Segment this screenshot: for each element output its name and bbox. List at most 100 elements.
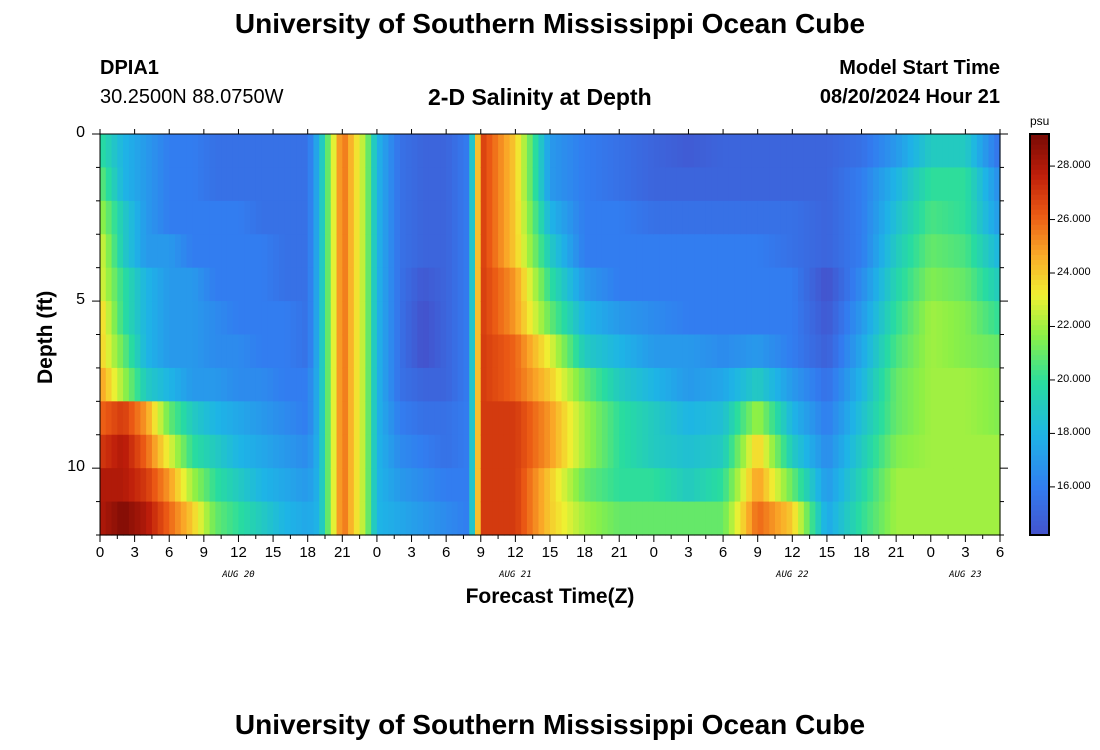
heatmap-cell: [913, 167, 920, 202]
heatmap-cell: [901, 367, 909, 402]
heatmap-cell: [826, 367, 834, 402]
heatmap-cell: [428, 367, 436, 402]
heatmap-cell: [365, 234, 372, 269]
heatmap-cell: [573, 134, 580, 169]
heatmap-cell: [953, 334, 961, 369]
heatmap-cell: [671, 200, 678, 235]
heatmap-cell: [169, 468, 176, 503]
heatmap-cell: [832, 301, 840, 336]
heatmap-cell: [498, 200, 505, 235]
heatmap-cell: [105, 401, 113, 436]
heatmap-cell: [671, 401, 678, 436]
heatmap-cell: [884, 167, 891, 202]
heatmap-cell: [186, 301, 193, 336]
heatmap-cell: [590, 167, 597, 202]
heatmap-cell: [648, 234, 655, 269]
heatmap-cell: [394, 367, 401, 402]
colorbar-segment: [1030, 184, 1049, 190]
heatmap-cell: [728, 267, 736, 302]
heatmap-cell: [769, 367, 776, 402]
heatmap-cell: [775, 334, 782, 369]
colorbar-segment: [1030, 339, 1049, 346]
heatmap-cell: [780, 334, 788, 369]
heatmap-cell: [151, 167, 159, 202]
colorbar-segment: [1030, 484, 1049, 491]
heatmap-cell: [376, 267, 384, 302]
heatmap-cell: [573, 167, 580, 202]
heatmap-cell: [492, 134, 499, 169]
heatmap-cell: [746, 367, 753, 402]
heatmap-cell: [463, 468, 470, 503]
heatmap-cell: [630, 301, 638, 336]
heatmap-cell: [567, 134, 574, 169]
heatmap-cell: [711, 367, 718, 402]
heatmap-cell: [930, 267, 938, 302]
heatmap-cell: [578, 301, 586, 336]
heatmap-cell: [359, 334, 366, 369]
heatmap-cell: [907, 301, 915, 336]
heatmap-cell: [780, 167, 788, 202]
heatmap-cell: [821, 134, 828, 169]
heatmap-cell: [786, 167, 793, 202]
heatmap-cell: [948, 167, 955, 202]
heatmap-cell: [717, 200, 724, 235]
heatmap-cell: [775, 301, 782, 336]
heatmap-cell: [544, 301, 551, 336]
heatmap-cell: [832, 134, 840, 169]
heatmap-cell: [446, 200, 453, 235]
colorbar-segment: [1030, 499, 1049, 506]
heatmap-cell: [578, 334, 586, 369]
heatmap-cell: [475, 234, 482, 269]
heatmap-cell: [659, 367, 666, 402]
heatmap-cell: [515, 367, 522, 402]
heatmap-cell: [394, 434, 401, 469]
heatmap-cell: [463, 434, 470, 469]
heatmap-cell: [261, 434, 268, 469]
heatmap-cell: [786, 468, 793, 503]
heatmap-cell: [515, 167, 522, 202]
colorbar-frame: [1029, 133, 1050, 536]
heatmap-cell: [763, 267, 770, 302]
heatmap-cell: [428, 134, 436, 169]
heatmap-cell: [907, 434, 915, 469]
x-tick-label: 21: [887, 544, 905, 561]
heatmap-cell: [394, 167, 401, 202]
heatmap-cell: [717, 334, 724, 369]
heatmap-cell: [532, 334, 540, 369]
heatmap-cell: [400, 334, 407, 369]
heatmap-cell: [861, 334, 868, 369]
heatmap-cell: [128, 367, 136, 402]
heatmap-cell: [792, 234, 799, 269]
heatmap-cell: [376, 401, 384, 436]
colorbar-segment: [1030, 169, 1049, 175]
heatmap-cell: [907, 267, 915, 302]
colorbar-segment: [1030, 154, 1049, 160]
heatmap-cell: [953, 234, 961, 269]
heatmap-cell: [365, 334, 372, 369]
heatmap-cell: [988, 501, 995, 536]
heatmap-cell: [723, 434, 730, 469]
heatmap-cell: [648, 134, 655, 169]
heatmap-cell: [175, 167, 182, 202]
heatmap-cell: [907, 200, 915, 235]
colorbar-tick-label: 20.000: [1057, 372, 1091, 385]
heatmap-cell: [330, 267, 338, 302]
heatmap-cell: [913, 501, 920, 536]
heatmap-cell: [844, 200, 851, 235]
heatmap-cell: [601, 134, 609, 169]
heatmap-cell: [982, 234, 990, 269]
heatmap-cell: [515, 267, 522, 302]
heatmap-cell: [948, 367, 955, 402]
heatmap-cell: [400, 167, 407, 202]
heatmap-cell: [550, 167, 557, 202]
heatmap-cell: [763, 501, 770, 536]
heatmap-cell: [359, 468, 366, 503]
heatmap-cell: [694, 367, 701, 402]
x-tick-label: 12: [507, 544, 524, 561]
heatmap-cell: [942, 167, 949, 202]
heatmap-cell: [728, 501, 736, 536]
heatmap-cell: [209, 401, 216, 436]
heatmap-cell: [301, 234, 309, 269]
heatmap-cell: [192, 134, 199, 169]
heatmap-cell: [723, 334, 730, 369]
